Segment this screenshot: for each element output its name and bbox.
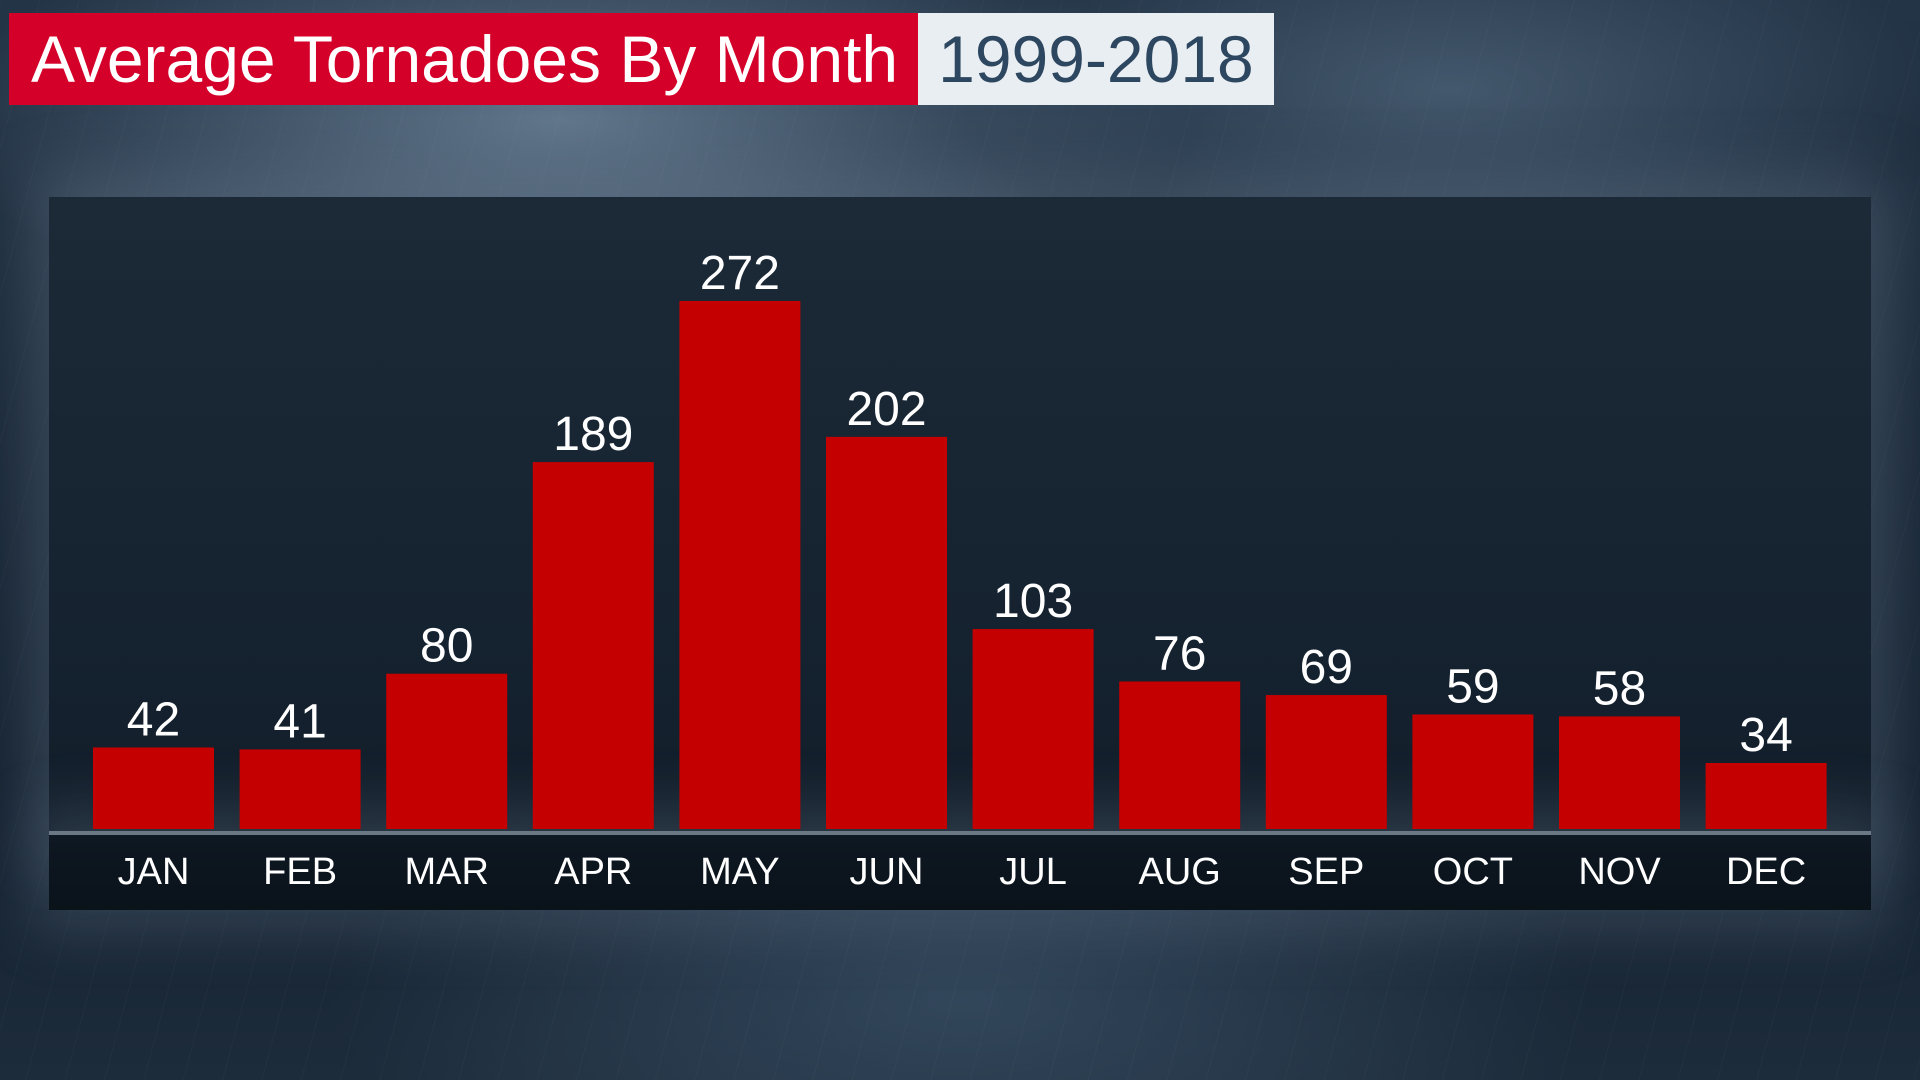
x-tick-sep: SEP <box>1288 851 1364 893</box>
value-label-aug: 76 <box>1153 627 1206 680</box>
bar-apr <box>532 462 654 829</box>
x-tick-dec: DEC <box>1726 851 1806 893</box>
bar-dec <box>1705 763 1827 829</box>
value-label-mar: 80 <box>420 620 473 673</box>
bar-may <box>679 301 801 829</box>
value-label-nov: 58 <box>1593 662 1646 715</box>
value-label-oct: 59 <box>1446 660 1499 713</box>
title-banner: Average Tornadoes By Month 1999-2018 <box>9 13 1274 105</box>
value-label-jun: 202 <box>846 383 926 436</box>
x-tick-mar: MAR <box>404 851 488 893</box>
x-tick-labels-group: JAN FEB MAR APR MAY JUN JUL AUG SEP OCT NOV DEC <box>118 851 1807 893</box>
value-label-may: 272 <box>700 247 780 300</box>
chart-title: Average Tornadoes By Month <box>9 13 919 105</box>
chart-subtitle: 1999-2018 <box>918 13 1274 105</box>
x-tick-aug: AUG <box>1139 851 1221 893</box>
x-tick-jan: JAN <box>118 851 190 893</box>
value-label-apr: 189 <box>553 408 633 461</box>
bar-jun <box>826 436 947 829</box>
x-tick-apr: APR <box>554 851 632 893</box>
bar-sep <box>1265 695 1387 829</box>
value-label-dec: 34 <box>1739 709 1792 762</box>
x-tick-jun: JUN <box>850 851 924 893</box>
value-label-feb: 41 <box>273 695 326 748</box>
bar-aug <box>1119 681 1241 829</box>
value-labels-group: 42 41 80 189 272 202 103 76 69 59 58 34 <box>127 247 1793 762</box>
value-label-jul: 103 <box>993 575 1073 628</box>
x-tick-nov: NOV <box>1578 851 1661 893</box>
x-tick-oct: OCT <box>1433 851 1513 893</box>
x-tick-feb: FEB <box>263 851 337 893</box>
x-axis-strip <box>49 831 1871 910</box>
bar-nov <box>1559 716 1680 829</box>
bars-group <box>93 301 1827 829</box>
value-label-sep: 69 <box>1300 641 1353 694</box>
bar-jan <box>93 747 214 829</box>
bar-jul <box>972 629 1094 829</box>
bar-mar <box>386 673 508 829</box>
bar-oct <box>1412 714 1534 829</box>
x-tick-may: MAY <box>700 851 780 893</box>
x-tick-jul: JUL <box>999 851 1067 893</box>
bar-feb <box>239 749 361 829</box>
value-label-jan: 42 <box>127 693 180 746</box>
